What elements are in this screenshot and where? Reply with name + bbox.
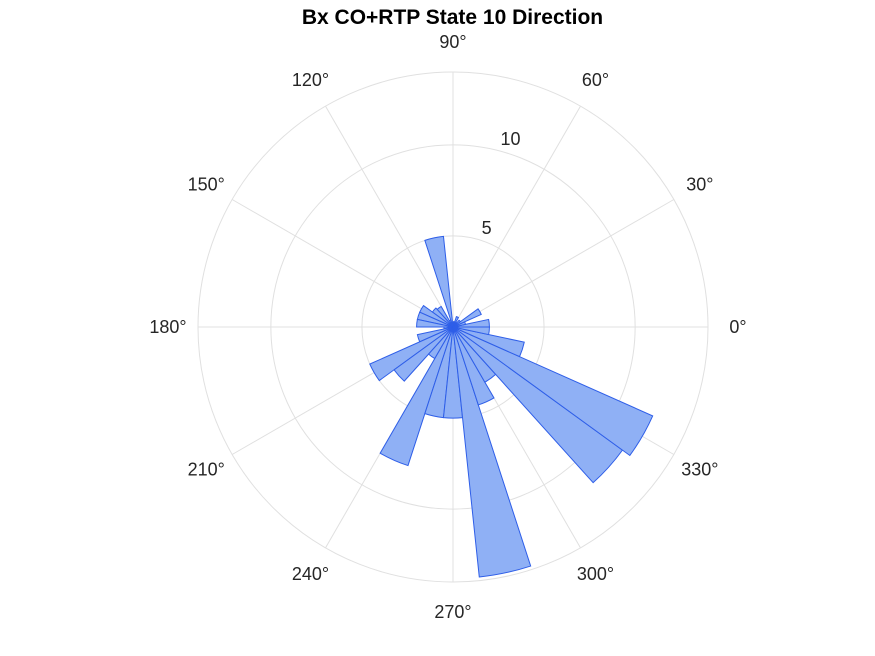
bin-348-360 — [452, 326, 490, 336]
theta-tick-label-210: 210° — [188, 460, 225, 480]
bin-276-288 — [452, 326, 532, 578]
theta-tick-label-330: 330° — [681, 460, 718, 480]
r-tick-label-5: 5 — [482, 218, 492, 238]
theta-tick-label-30: 30° — [686, 175, 713, 195]
theta-tick-label-180: 180° — [149, 317, 186, 337]
spoke-150 — [231, 199, 454, 328]
bin-216-228 — [393, 326, 454, 382]
theta-tick-label-240: 240° — [292, 564, 329, 584]
bin-240-252 — [379, 326, 454, 467]
bin-96-108 — [424, 235, 454, 328]
axis-labels: 0° 30° 60° 90° 120° 150° 180° 210° 240° 270° 300° 3… — [149, 32, 746, 622]
theta-tick-label-0: 0° — [729, 317, 746, 337]
theta-tick-label-120: 120° — [292, 70, 329, 90]
grid-ring-14 — [197, 71, 709, 583]
spoke-60 — [452, 105, 581, 328]
theta-tick-label-90: 90° — [439, 32, 466, 52]
grid-ring-10 — [270, 144, 636, 510]
bin-204-216 — [369, 326, 454, 382]
theta-tick-label-270: 270° — [434, 602, 471, 622]
theta-tick-label-300: 300° — [577, 564, 614, 584]
bin-168-180 — [416, 318, 454, 328]
bin-324-336 — [452, 326, 654, 457]
spoke-120 — [325, 105, 454, 328]
theta-tick-label-60: 60° — [582, 70, 609, 90]
histogram-bins — [369, 235, 654, 578]
r-tick-label-10: 10 — [501, 129, 521, 149]
bin-288-300 — [452, 326, 495, 406]
theta-tick-label-150: 150° — [188, 175, 225, 195]
spoke-30 — [452, 199, 675, 328]
chart-title: Bx CO+RTP State 10 Direction — [301, 6, 604, 29]
bin-336-348 — [452, 326, 525, 358]
